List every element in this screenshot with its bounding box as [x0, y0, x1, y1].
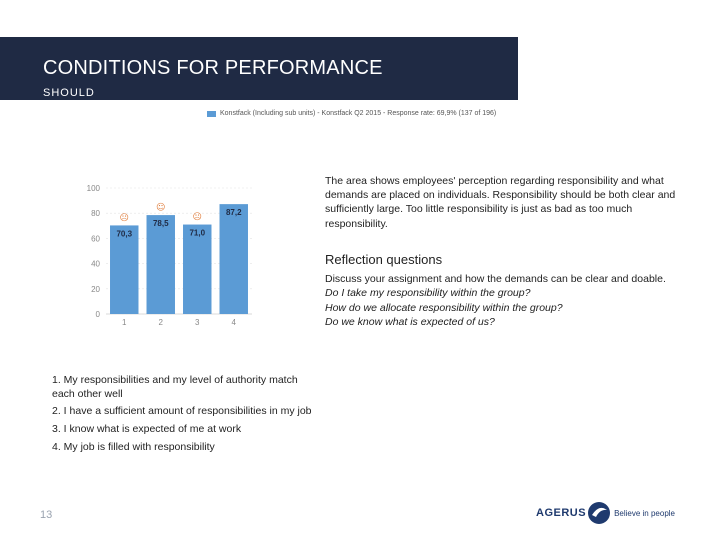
company-logo: AGERUS Believe in people — [536, 500, 675, 526]
reflection-title: Reflection questions — [325, 252, 443, 267]
bar — [146, 215, 175, 314]
y-tick-label: 80 — [91, 209, 100, 218]
y-tick-label: 40 — [91, 260, 100, 269]
page-subtitle: SHOULD — [43, 87, 95, 99]
smiley-icon: ☹ — [120, 212, 129, 223]
bar — [110, 225, 139, 314]
logo-swirl-icon — [588, 502, 611, 524]
question-list: 1. My responsibilities and my level of a… — [52, 374, 314, 458]
area-description: The area shows employees' perception reg… — [325, 175, 676, 230]
question-item: 3. I know what is expected of me at work — [52, 422, 242, 435]
page-title: CONDITIONS FOR PERFORMANCE — [43, 57, 383, 79]
x-tick-label: 1 — [122, 318, 127, 327]
header-banner: CONDITIONS FOR PERFORMANCE SHOULD — [0, 37, 518, 100]
reflection-question: Do I take my responsibility within the g… — [325, 287, 531, 300]
x-tick-label: 3 — [195, 318, 200, 327]
question-item: 1. My responsibilities and my level of a… — [52, 374, 298, 400]
question-item: 2. I have a sufficient amount of respons… — [52, 405, 312, 418]
smiley-icon: ☺ — [156, 202, 165, 213]
bar — [219, 204, 248, 314]
reflection-intro: Discuss your assignment and how the dema… — [325, 273, 666, 285]
y-tick-label: 60 — [91, 234, 100, 243]
bar — [183, 224, 212, 314]
chart-legend: Konstfack (Including sub units) - Konstf… — [207, 110, 496, 117]
smiley-icon: ☹ — [193, 212, 202, 223]
page-number: 13 — [40, 509, 53, 521]
x-tick-label: 2 — [159, 318, 164, 327]
legend-label: Konstfack (Including sub units) - Konstf… — [220, 110, 497, 117]
reflection-question: How do we allocate responsibility within… — [325, 301, 563, 314]
logo-tagline: Believe in people — [614, 508, 675, 518]
legend-swatch — [207, 110, 216, 117]
data-label: 70,3 — [116, 229, 132, 238]
reflection-question: Do we know what is expected of us? — [325, 315, 495, 328]
y-tick-label: 20 — [91, 285, 100, 294]
y-tick-label: 100 — [87, 184, 101, 193]
bar-chart: 0 20 40 60 80 100 70,3 ☹ 78,5 ☺ 71,0 ☹ 87,2 1 2 3 4 — [87, 184, 252, 327]
logo-name: AGERUS — [536, 507, 587, 519]
data-label: 71,0 — [189, 229, 205, 238]
question-item: 4. My job is filled with responsibility — [52, 440, 215, 453]
data-label: 78,5 — [153, 219, 169, 228]
data-label: 87,2 — [226, 208, 242, 217]
reflection-block: Discuss your assignment and how the dema… — [325, 272, 687, 329]
y-tick-label: 0 — [96, 310, 101, 319]
x-tick-label: 4 — [232, 318, 237, 327]
